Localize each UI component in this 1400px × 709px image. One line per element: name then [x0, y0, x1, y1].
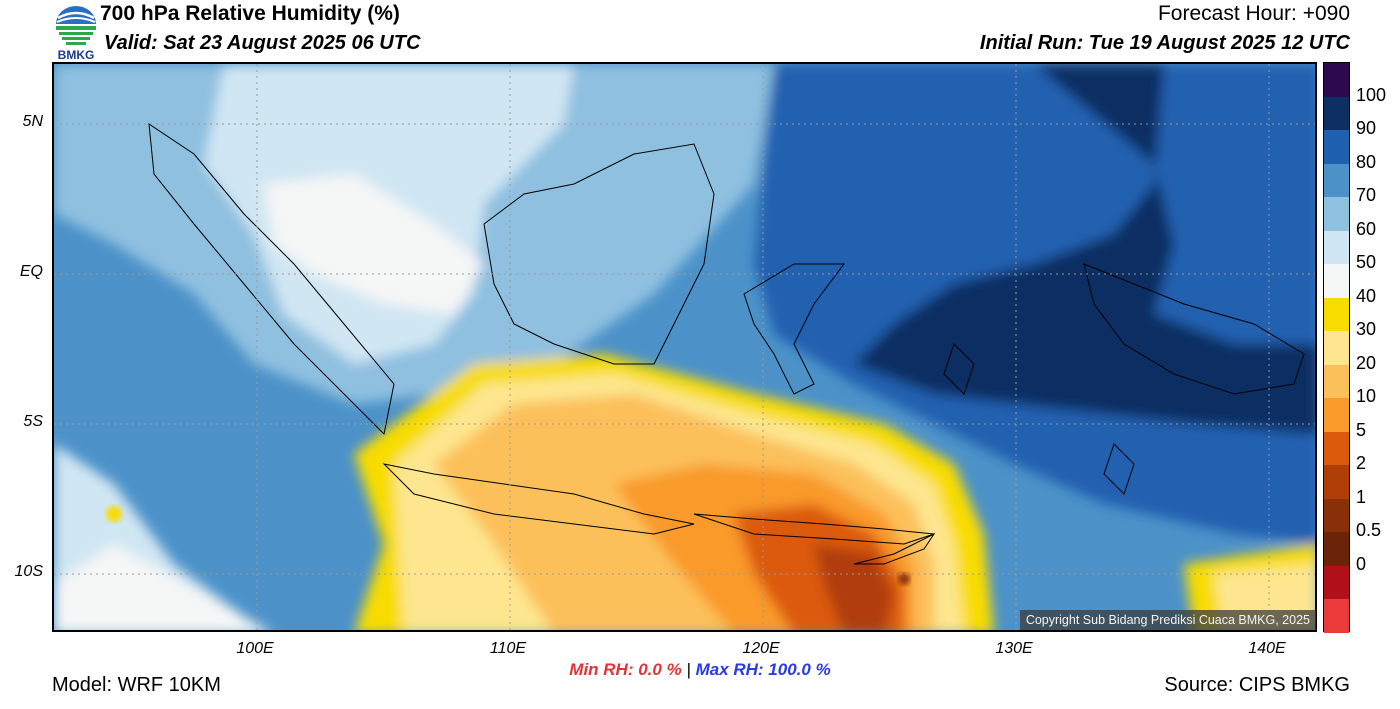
colorbar-label: 1 — [1356, 486, 1367, 507]
colorbar-label: 60 — [1356, 218, 1377, 239]
graticule — [54, 64, 1315, 630]
colorbar-label: 5 — [1356, 419, 1367, 440]
colorbar-label: 90 — [1356, 118, 1377, 139]
colorbar-segment — [1324, 297, 1349, 332]
colorbar-segment — [1324, 230, 1349, 265]
colorbar-segment — [1324, 565, 1349, 600]
humidity-map[interactable] — [52, 62, 1317, 632]
lon-label-140e: 140E — [1248, 640, 1286, 657]
colorbar-segment — [1324, 264, 1349, 299]
lon-label-110e: 110E — [489, 640, 527, 657]
forecast-hour: Forecast Hour: +090 — [1157, 2, 1350, 25]
colorbar-segment — [1324, 130, 1349, 165]
min-rh: Min RH: 0.0 % — [569, 660, 682, 679]
colorbar-segment — [1324, 63, 1349, 98]
colorbar-segment — [1324, 197, 1349, 232]
colorbar-segment — [1324, 465, 1349, 500]
colorbar-segment — [1324, 431, 1349, 466]
max-rh: Max RH: 100.0 % — [695, 660, 831, 679]
rh-40-southwest — [54, 544, 267, 630]
valid-time: Valid: Sat 23 August 2025 06 UTC — [104, 32, 421, 54]
rh-1-spot — [898, 573, 910, 585]
logo-text: BMKG — [57, 48, 95, 62]
colorbar-segment — [1324, 532, 1349, 567]
rh-90-region — [854, 64, 1315, 434]
colorbar-segment — [1324, 599, 1349, 634]
min-max-rh: Min RH: 0.0 % | Max RH: 100.0 % — [0, 660, 1400, 680]
lat-label-10s: 10S — [14, 563, 43, 580]
colorbar-label: 40 — [1356, 285, 1377, 306]
data-source: Source: CIPS BMKG — [1164, 674, 1350, 696]
colorbar-segment — [1324, 96, 1349, 131]
copyright-notice: Copyright Sub Bidang Prediksi Cuaca BMKG… — [1019, 610, 1316, 630]
lon-label-130e: 130E — [995, 640, 1033, 657]
colorbar-label: 30 — [1356, 319, 1377, 340]
rh-40-region — [264, 174, 484, 314]
colorbar-label: 80 — [1356, 151, 1377, 172]
colorbar — [1323, 62, 1350, 634]
map-title: 700 hPa Relative Humidity (%) — [100, 2, 400, 25]
model-name: Model: WRF 10KM — [52, 674, 221, 696]
colorbar-label: 20 — [1356, 352, 1377, 373]
lat-label-5n: 5N — [22, 113, 43, 130]
lon-label-100e: 100E — [236, 640, 274, 657]
minmax-separator: | — [686, 660, 691, 679]
colorbar-segment — [1324, 498, 1349, 533]
lon-label-120e: 120E — [742, 640, 780, 657]
colorbar-label: 2 — [1356, 453, 1367, 474]
colorbar-label: 50 — [1356, 252, 1377, 273]
rh-40-spot — [106, 506, 122, 522]
lat-label-eq: EQ — [19, 263, 43, 280]
colorbar-label: 0.5 — [1356, 520, 1382, 541]
bmkg-logo-icon: BMKG — [52, 2, 100, 62]
colorbar-segment — [1324, 398, 1349, 433]
colorbar-label: 70 — [1356, 185, 1377, 206]
colorbar-segment — [1324, 331, 1349, 366]
colorbar-label: 0 — [1356, 553, 1367, 574]
colorbar-segment — [1324, 364, 1349, 399]
initial-run: Initial Run: Tue 19 August 2025 12 UTC — [979, 32, 1350, 54]
lat-label-5s: 5S — [23, 413, 43, 430]
colorbar-label: 100 — [1356, 84, 1387, 105]
rh-2-plume — [814, 544, 894, 630]
colorbar-label: 10 — [1356, 386, 1377, 407]
coastlines — [148, 122, 1305, 565]
colorbar-segment — [1324, 163, 1349, 198]
